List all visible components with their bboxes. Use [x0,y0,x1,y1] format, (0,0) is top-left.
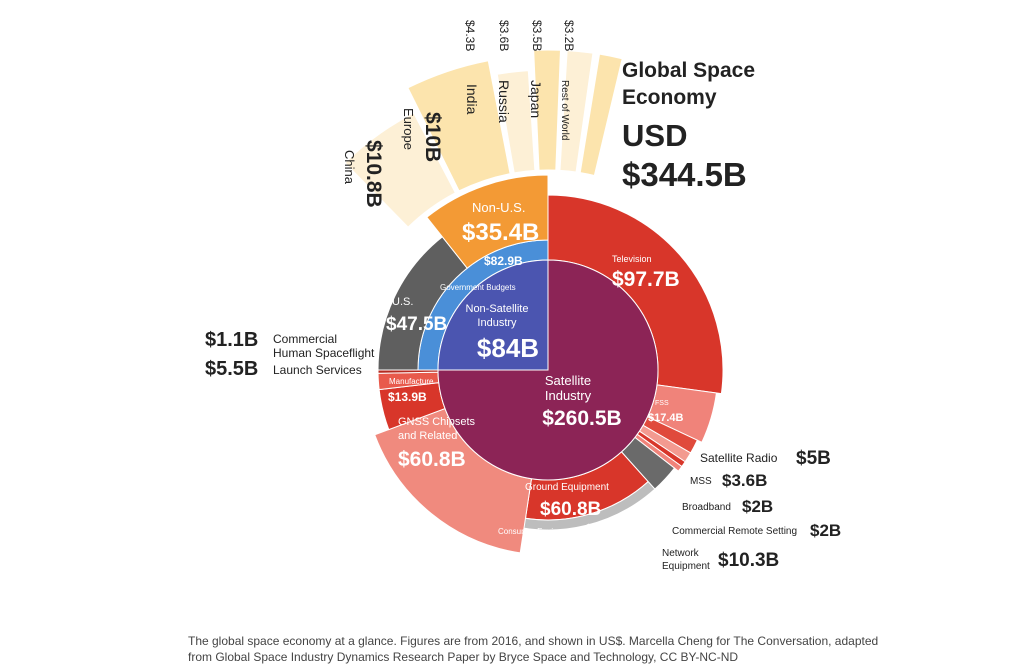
segment-country-europe [407,60,511,192]
remote-sensing-value: $2B [810,521,841,540]
network-equipment-value: $10.3B [718,550,779,571]
broadband-label: Broadband [682,502,731,513]
segment-non-u-s- [426,174,549,269]
non-us-value: $35.4B [462,219,539,246]
russia-label: Russia [496,80,512,123]
china-label: China [342,150,357,185]
non-satellite-label: Non-Satellite [466,303,529,315]
japan-value: $3.5B [530,20,544,51]
satellite-label-2: Industry [545,388,592,403]
segment-country-china [344,112,457,228]
fss-value: $17.4B [648,412,684,424]
segment-country-russia [533,49,561,171]
gnss-label: GNSS Chipsets [398,416,476,428]
human-spaceflight-label-2: Human Spaceflight [273,346,375,360]
us-label: U.S. [392,296,413,308]
segment-non-satellite-industry [437,259,549,371]
row-value: $3.2B [562,20,576,51]
ground-equipment-value: $60.8B [540,499,601,520]
non-satellite-label-2: Industry [477,317,517,329]
caption-line-1: The global space economy at a glance. Fi… [188,634,879,648]
manufacture-label: Manufacture [389,377,434,386]
title-line-2: Economy [622,86,717,109]
title-currency: USD [622,118,687,153]
india-value: $4.3B [463,20,477,51]
consumer-equipment-label: Consumer Equipment [498,527,576,536]
gov-budgets-value: $82.9B [484,254,523,268]
fss-label: FSS [655,400,669,407]
caption-line-2: from Global Space Industry Dynamics Rese… [188,650,739,664]
television-value: $97.7B [612,268,680,291]
network-equipment-label-2: Equipment [662,561,710,572]
non-us-label: Non-U.S. [472,200,525,215]
broadband-value: $2B [742,497,773,516]
segment-country-rest-of-world [579,53,623,177]
non-satellite-value: $84B [477,333,539,363]
europe-value: $10B [421,112,444,162]
india-label: India [464,84,480,115]
television-label: Television [612,254,652,264]
remote-sensing-label: Commercial Remote Setting [672,526,797,537]
gnss-value: $60.8B [398,448,466,471]
segment-country-japan [559,50,594,173]
gnss-label-2: and Related [398,430,457,442]
satellite-label: Satellite [545,373,591,388]
title-total: $344.5B [622,156,747,193]
row-label: Rest of World [559,80,570,140]
japan-label: Japan [528,80,544,118]
satellite-radio-label: Satellite Radio [700,451,778,465]
caption: The global space economy at a glance. Fi… [188,633,888,665]
mss-value: $3.6B [722,471,767,490]
ground-equipment-label: Ground Equipment [525,482,609,493]
europe-label: Europe [401,108,416,150]
consumer-equipment-value: $50.5B [586,523,618,534]
us-value: $47.5B [386,314,447,335]
title-line-1: Global Space [622,59,755,82]
gov-budgets-label: Government Budgets [440,283,516,292]
manufacture-value: $13.9B [388,390,427,404]
network-equipment-label: Network [662,548,700,559]
chart-rings [344,49,724,554]
satellite-radio-value: $5B [796,448,831,469]
human-spaceflight-label-1: Commercial [273,332,337,346]
human-spaceflight-value: $1.1B [205,329,258,351]
segment-satellite-industry [437,259,659,481]
russia-value: $3.6B [497,20,511,51]
segment-country-india [496,70,536,174]
launch-services-label: Launch Services [273,363,362,377]
satellite-value: $260.5B [542,407,621,430]
china-value: $10.8B [362,140,385,208]
mss-label: MSS [690,476,712,487]
launch-services-value: $5.5B [205,358,258,380]
